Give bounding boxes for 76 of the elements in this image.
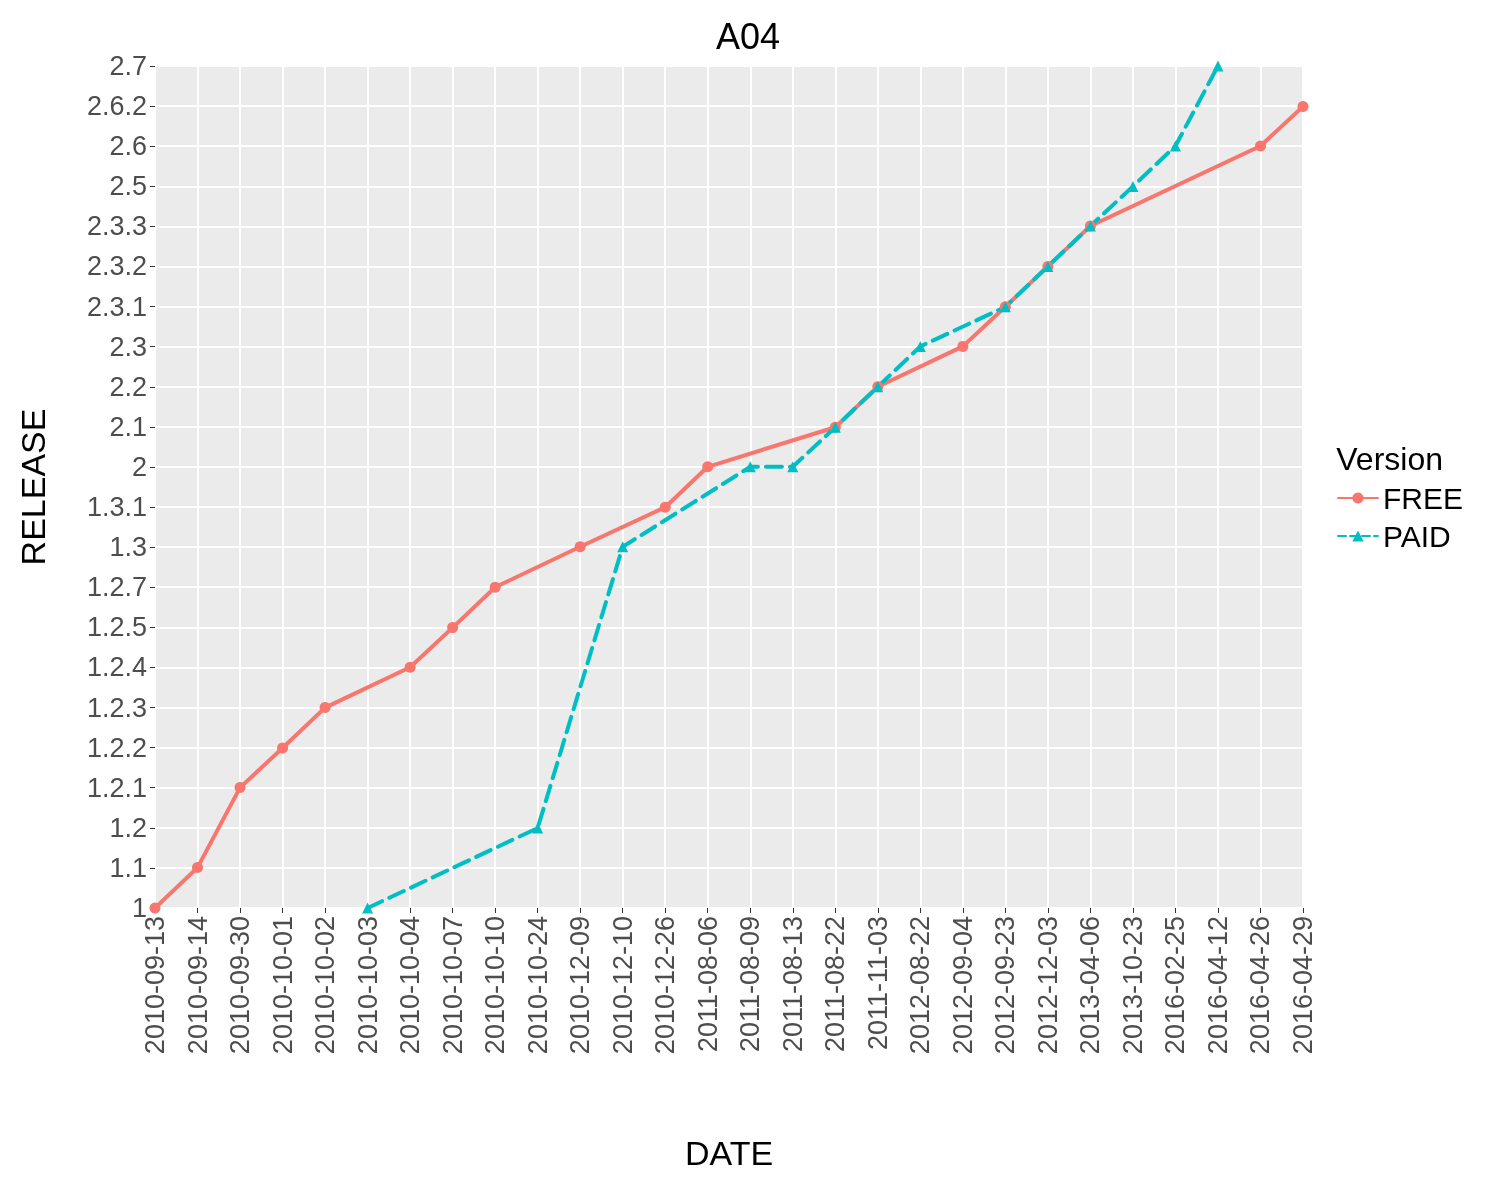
category-label: 1.1 [109, 852, 147, 883]
x-tick-label: 2013-04-06 [1075, 916, 1106, 1055]
point [234, 782, 246, 794]
x-tick-label: 2012-09-23 [990, 916, 1021, 1055]
chart-title: A04 [715, 15, 781, 57]
point [787, 461, 799, 473]
point [1254, 140, 1266, 152]
x-tick-label: 2013-10-23 [1117, 916, 1148, 1055]
category-label: 1.2.2 [86, 732, 147, 763]
category-label: 1.2.1 [86, 772, 147, 803]
x-tick-label: 2016-04-26 [1245, 916, 1276, 1055]
point [362, 902, 374, 914]
legend-title: Version [1336, 441, 1443, 477]
point [1169, 140, 1181, 152]
x-tick-label: 2011-08-09 [735, 916, 766, 1053]
x-tick-label: 2010-10-24 [522, 916, 553, 1055]
legend-label: FREE [1382, 481, 1464, 515]
category-label: 1.2.4 [86, 652, 147, 683]
x-tick-label: 2016-02-25 [1160, 916, 1191, 1055]
point [617, 541, 629, 553]
x-tick-label: 2011-08-06 [692, 916, 723, 1053]
point [404, 661, 416, 673]
x-tick-label: 2010-12-26 [650, 916, 681, 1055]
x-tick-label: 2010-10-04 [395, 916, 426, 1055]
x-tick-label: 2010-09-30 [225, 916, 256, 1055]
point [1297, 100, 1309, 112]
x-tick-label: 2010-12-10 [607, 916, 638, 1055]
x-tick-label: 2010-09-14 [182, 916, 213, 1055]
x-tick-label: 2012-09-04 [947, 916, 978, 1055]
category-label: 2.3.3 [86, 211, 147, 242]
point [574, 541, 586, 553]
point [277, 742, 289, 754]
category-label: 1.2.3 [86, 692, 147, 723]
point [659, 501, 671, 513]
category-label: 1.2 [109, 812, 147, 843]
x-tick-label: 2010-12-09 [565, 916, 596, 1055]
x-tick-label: 2012-08-22 [905, 916, 936, 1055]
x-tick-label: 2016-04-29 [1288, 916, 1318, 1055]
x-tick-label: 2010-10-01 [267, 916, 298, 1055]
category-label: 2.3 [109, 331, 147, 362]
category-label: 2 [131, 451, 147, 482]
category-label: 1.2.7 [86, 572, 147, 603]
legend-label: PAID [1382, 519, 1451, 553]
x-axis-title: DATE [684, 1134, 774, 1172]
y-axis-title: RELEASE [14, 408, 52, 566]
category-label: 2.3.1 [86, 291, 147, 322]
x-tick-label: 2010-10-07 [437, 916, 468, 1055]
category-label: 1.3.1 [86, 492, 147, 523]
category-label: 2.6 [109, 131, 147, 162]
point [1212, 60, 1224, 72]
category-label: 2.5 [109, 171, 147, 202]
point [149, 902, 161, 914]
category-label: 2.6.2 [86, 91, 147, 122]
x-tick-label: 2010-10-02 [310, 916, 341, 1055]
x-tick-label: 2012-12-03 [1032, 916, 1063, 1055]
point [192, 862, 204, 874]
x-tick-label: 2011-08-13 [777, 916, 808, 1053]
x-tick-label: 2016-04-12 [1202, 916, 1233, 1055]
x-tick-label: 2010-10-10 [480, 916, 511, 1055]
point [319, 702, 331, 714]
category-label: 2.1 [109, 411, 147, 442]
point [447, 622, 459, 634]
point [532, 822, 544, 834]
point [744, 461, 756, 473]
x-tick-label: 2011-11-03 [862, 916, 893, 1051]
x-tick-label: 2011-08-22 [820, 916, 851, 1053]
category-label: 1.2.5 [86, 612, 147, 643]
point [957, 340, 969, 352]
x-tick-label: 2010-10-03 [352, 916, 383, 1055]
category-label: 2.7 [109, 51, 147, 81]
category-label: 2.2 [109, 371, 147, 402]
x-tick-label: 2010-09-13 [140, 916, 170, 1055]
category-label: 2.3.2 [86, 251, 147, 282]
point [489, 581, 501, 593]
category-label: 1.3 [109, 532, 147, 563]
point [702, 461, 714, 473]
